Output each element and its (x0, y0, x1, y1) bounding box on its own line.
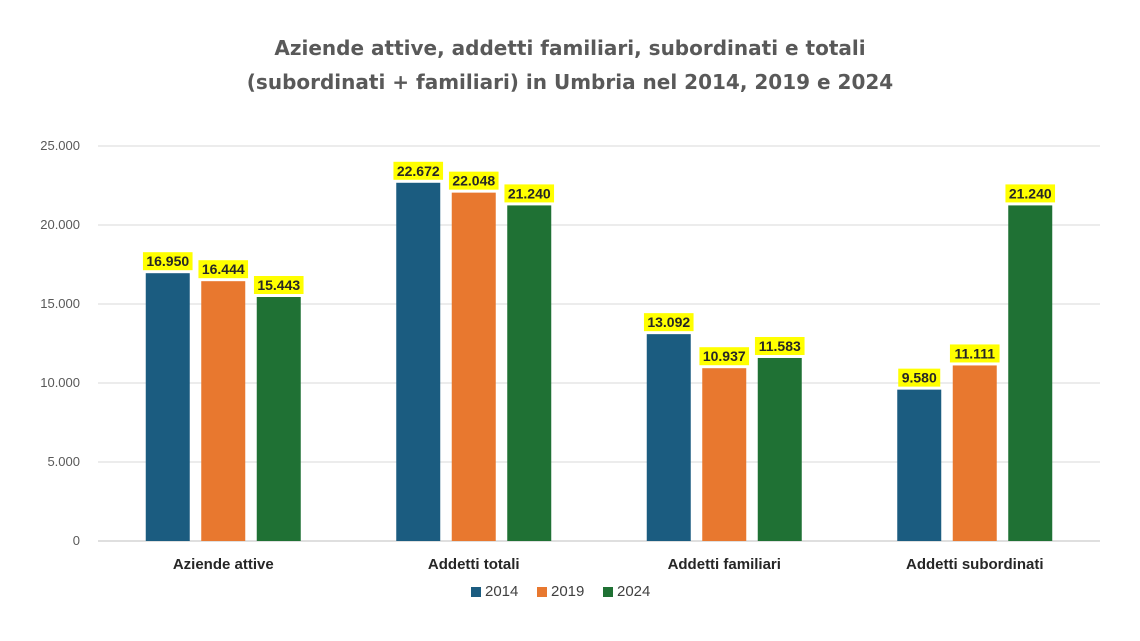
y-tick-label: 5.000 (47, 454, 80, 469)
legend-swatch-2014 (471, 587, 481, 597)
data-label: 22.672 (397, 163, 440, 179)
data-label: 16.950 (146, 253, 189, 269)
bar-2019 (952, 365, 997, 541)
chart-title-line-2: (subordinati + familiari) in Umbria nel … (246, 70, 894, 94)
legend-swatch-2024 (603, 587, 613, 597)
y-tick-label: 25.000 (40, 138, 80, 153)
data-label: 11.111 (954, 345, 995, 361)
data-label-highlight (643, 313, 694, 332)
data-label-highlight (699, 347, 750, 366)
data-label-highlight (198, 260, 249, 279)
legend-swatch-2019 (537, 587, 547, 597)
chart-title-line-1: Aziende attive, addetti familiari, subor… (274, 36, 866, 60)
data-label-highlight (1005, 184, 1056, 203)
legend-label: 2014 (485, 583, 518, 600)
bar-2014 (145, 273, 190, 541)
data-label-highlight (949, 344, 1000, 363)
data-label: 21.240 (508, 185, 551, 201)
data-label-highlight (754, 336, 805, 355)
data-label: 22.048 (452, 173, 495, 189)
data-label: 13.092 (647, 314, 690, 330)
bar-2024 (757, 357, 802, 541)
data-label-highlight (448, 171, 499, 190)
y-tick-label: 10.000 (40, 375, 80, 390)
bar-2024 (1008, 205, 1053, 541)
bar-2019 (451, 192, 496, 541)
data-label: 10.937 (703, 348, 746, 364)
y-tick-label: 20.000 (40, 217, 80, 232)
data-label: 21.240 (1009, 185, 1052, 201)
data-label-highlight (253, 276, 304, 295)
data-label: 16.444 (202, 261, 245, 277)
data-label: 9.580 (902, 370, 937, 386)
bar-2014 (646, 334, 691, 541)
data-label-highlight (898, 368, 941, 387)
x-tick-label: Addetti totali (428, 556, 520, 573)
bar-2019 (702, 368, 747, 541)
x-tick-label: Addetti subordinati (906, 556, 1044, 573)
bar-2014 (897, 389, 942, 541)
y-tick-label: 0 (73, 533, 80, 548)
bar-2024 (256, 297, 301, 541)
bar-2024 (507, 205, 552, 541)
bar-2019 (201, 281, 246, 541)
x-tick-label: Aziende attive (173, 556, 274, 573)
data-label-highlight (142, 252, 193, 271)
legend-label: 2019 (551, 583, 584, 600)
bar-2014 (396, 182, 441, 541)
data-label-highlight (393, 161, 444, 180)
data-label: 15.443 (257, 277, 300, 293)
data-label: 11.583 (759, 338, 801, 354)
x-tick-label: Addetti familiari (668, 556, 781, 573)
legend-label: 2024 (617, 583, 650, 600)
data-label-highlight (504, 184, 555, 203)
y-tick-label: 15.000 (40, 296, 80, 311)
